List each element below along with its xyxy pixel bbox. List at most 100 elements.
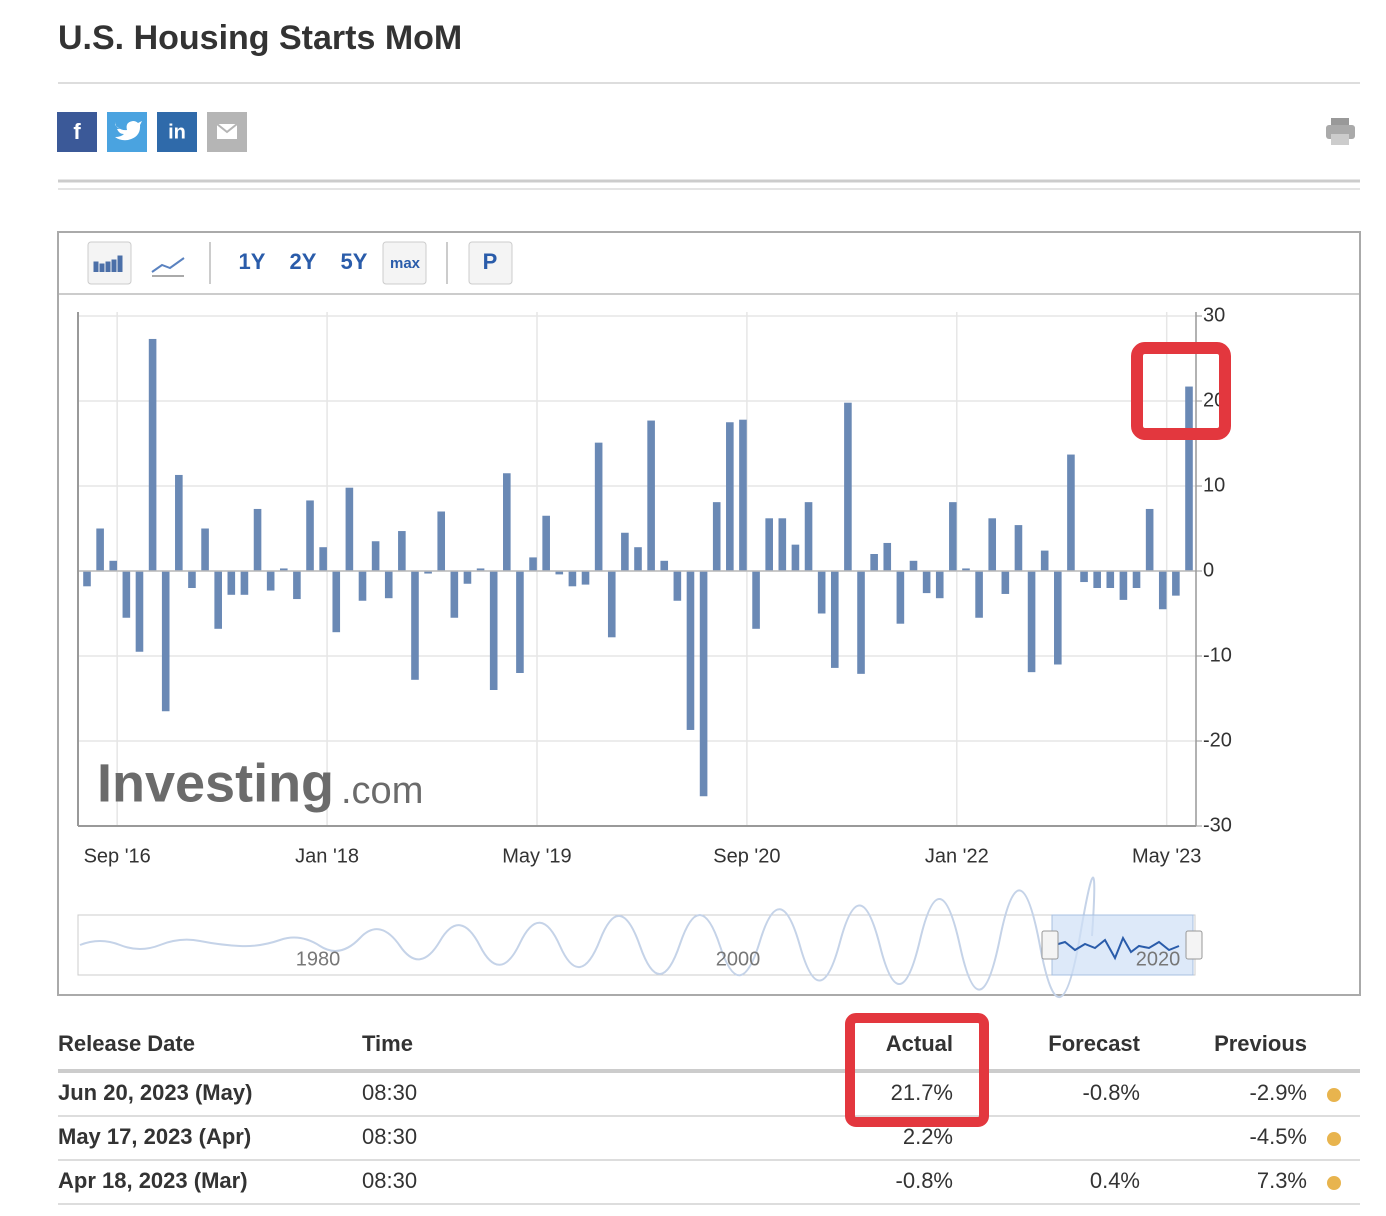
x-tick-label: May '19 — [502, 845, 571, 867]
y-tick-label: 30 — [1203, 304, 1225, 326]
bar — [607, 571, 616, 638]
bar — [175, 474, 183, 571]
bar — [1185, 386, 1193, 571]
bar — [279, 568, 288, 571]
bar — [411, 571, 419, 680]
p-button[interactable]: P — [483, 249, 498, 274]
bar — [1132, 571, 1141, 588]
bar — [1027, 571, 1036, 673]
bar — [1093, 571, 1101, 588]
highlight-box — [1131, 342, 1231, 440]
bar — [424, 571, 432, 574]
bar — [148, 338, 157, 571]
facebook-button[interactable] — [57, 112, 97, 152]
bar — [988, 518, 997, 571]
table-cell: May 17, 2023 (Apr) — [58, 1124, 251, 1149]
print-button[interactable] — [1326, 118, 1355, 145]
navigator[interactable] — [77, 914, 1196, 976]
bar — [673, 571, 682, 601]
table-cell: -4.5% — [1250, 1124, 1307, 1149]
navigator-selected-series — [1054, 935, 1180, 961]
table-header: Release Date — [58, 1031, 195, 1056]
print-icon-paper — [1331, 134, 1349, 145]
bar — [161, 571, 170, 712]
bar — [817, 571, 826, 614]
bar — [240, 571, 249, 595]
range-button[interactable]: 2Y — [290, 249, 317, 274]
bar — [791, 544, 800, 571]
bar — [726, 422, 734, 571]
bar — [109, 560, 118, 571]
table-cell: 08:30 — [362, 1124, 417, 1149]
status-dot — [1327, 1132, 1341, 1146]
bar — [883, 542, 892, 571]
email-icon-flap — [216, 123, 238, 134]
bar — [857, 571, 865, 674]
bar — [1106, 571, 1115, 588]
y-tick-label: 0 — [1203, 559, 1214, 581]
max-button-box[interactable] — [382, 241, 427, 285]
bar — [594, 442, 603, 571]
bar — [712, 502, 721, 571]
y-tick-label: -20 — [1203, 729, 1232, 751]
table-cell: 2.2% — [903, 1124, 953, 1149]
page-title: U.S. Housing Starts MoM — [58, 19, 462, 57]
navigator-selection[interactable] — [1051, 914, 1194, 976]
bar — [555, 571, 564, 575]
bar — [345, 487, 354, 571]
bar — [398, 531, 406, 571]
table-cell: 08:30 — [362, 1168, 417, 1193]
x-tick-label: Jan '18 — [295, 845, 359, 867]
bar — [1014, 525, 1023, 571]
bar — [319, 547, 327, 571]
navigator-handle[interactable] — [1185, 930, 1203, 960]
table-cell: -0.8% — [896, 1168, 953, 1193]
bar — [922, 571, 931, 594]
bar — [214, 571, 222, 629]
bar — [935, 571, 944, 599]
table-cell: 0.4% — [1090, 1168, 1140, 1193]
bar — [437, 511, 446, 571]
range-button[interactable]: 5Y — [341, 249, 368, 274]
bar — [949, 502, 957, 571]
y-tick-label: 10 — [1203, 474, 1225, 496]
bar — [1054, 571, 1062, 665]
bar — [870, 554, 878, 571]
linkedin-button[interactable] — [157, 112, 197, 152]
line-chart-icon[interactable] — [151, 257, 185, 273]
bar — [306, 500, 314, 571]
highlight-box — [845, 1013, 989, 1127]
bar — [975, 571, 983, 618]
table-header: Forecast — [1048, 1031, 1140, 1056]
bar — [1067, 454, 1075, 571]
bar — [201, 528, 209, 571]
table-cell: Jun 20, 2023 (May) — [58, 1080, 252, 1105]
bar — [699, 571, 708, 797]
print-icon-top — [1331, 118, 1349, 126]
p-button-box[interactable] — [468, 241, 513, 285]
x-tick-label: Jan '22 — [925, 845, 989, 867]
bar — [332, 571, 341, 633]
bar — [83, 571, 91, 587]
bar — [135, 571, 144, 652]
table-cell: 7.3% — [1257, 1168, 1307, 1193]
range-button[interactable]: max — [390, 255, 421, 272]
range-button[interactable]: 1Y — [239, 249, 266, 274]
bar — [778, 518, 787, 571]
x-tick-label: Sep '20 — [713, 845, 780, 867]
bar — [188, 571, 196, 588]
facebook-icon: f — [73, 119, 81, 144]
y-tick-label: -30 — [1203, 814, 1232, 836]
bar — [253, 508, 262, 571]
bar — [660, 560, 669, 571]
bar — [804, 502, 813, 571]
table-cell: -2.9% — [1250, 1080, 1307, 1105]
bar — [358, 571, 367, 601]
status-dot — [1327, 1088, 1341, 1102]
x-tick-label: Sep '16 — [84, 845, 151, 867]
bar — [384, 571, 393, 599]
bar — [621, 532, 629, 571]
bar — [647, 420, 655, 571]
navigator-handle[interactable] — [1041, 930, 1059, 960]
